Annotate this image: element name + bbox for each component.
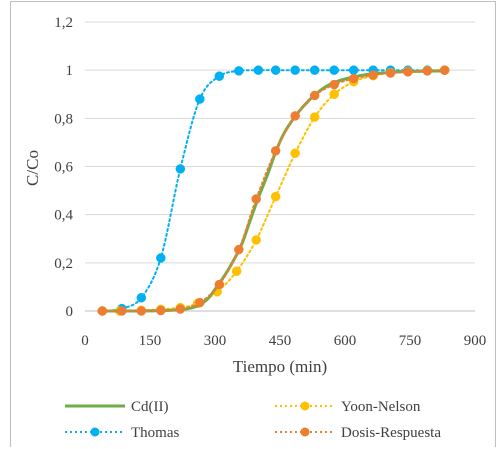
data-point-dosis-respuesta (234, 244, 244, 255)
y-tick-label: 0,6 (54, 160, 73, 176)
data-point-thomas (329, 65, 339, 75)
series-line-yoon-nelson (101, 69, 446, 313)
data-point-dosis-respuesta (403, 67, 413, 77)
data-point-thomas (175, 164, 186, 174)
data-point-thomas (270, 65, 281, 75)
data-point-yoon-nelson (231, 266, 242, 277)
data-point-dosis-respuesta (422, 66, 433, 76)
data-point-dosis-respuesta (329, 79, 339, 90)
legend-label-dosis-respuesta: Dosis-Respuesta (341, 425, 441, 441)
chart-frame (10, 1, 496, 447)
y-tick-label: 0 (66, 304, 74, 320)
data-point-dosis-respuesta (136, 306, 147, 316)
data-point-dosis-respuesta (97, 306, 108, 316)
data-point-yoon-nelson (309, 112, 320, 122)
data-point-thomas (136, 293, 147, 303)
legend-label-thomas: Thomas (131, 425, 179, 441)
legend-marker-dosis-respuesta (300, 427, 310, 437)
legend-label-cd-ii: Cd(II) (131, 399, 169, 415)
data-point-yoon-nelson (290, 148, 300, 159)
series-line-dosis-respuesta (101, 69, 446, 313)
data-point-thomas (195, 94, 205, 104)
y-axis-title: C/Co (23, 150, 42, 186)
series-line-thomas (101, 69, 446, 312)
y-tick-label: 1,2 (54, 15, 73, 31)
data-point-thomas (234, 66, 244, 76)
data-point-thomas (290, 65, 300, 75)
data-point-dosis-respuesta (214, 279, 225, 290)
data-point-dosis-respuesta (348, 73, 359, 84)
data-point-thomas (348, 65, 359, 75)
data-point-dosis-respuesta (439, 65, 450, 75)
x-tick-label: 900 (464, 333, 487, 349)
data-point-dosis-respuesta (175, 304, 186, 314)
data-point-dosis-respuesta (368, 70, 378, 80)
legend-marker-yoon-nelson (300, 401, 310, 411)
data-point-dosis-respuesta (309, 90, 320, 101)
data-point-dosis-respuesta (290, 111, 300, 121)
data-point-dosis-respuesta (251, 194, 261, 204)
x-tick-label: 600 (334, 333, 357, 349)
x-tick-label: 0 (81, 333, 89, 349)
data-point-dosis-respuesta (385, 68, 396, 78)
data-point-dosis-respuesta (195, 297, 205, 308)
data-point-yoon-nelson (270, 191, 281, 202)
data-point-thomas (214, 71, 225, 81)
axes: 0 0,2 0,4 0,6 0,8 1 1,2 0 150 300 450 600 750 900 (54, 15, 486, 349)
legend-label-yoon-nelson: Yoon-Nelson (341, 399, 421, 415)
y-tick-label: 0,4 (54, 208, 73, 224)
data-point-thomas (309, 65, 320, 75)
data-point-thomas (253, 65, 264, 75)
plot-area (97, 65, 450, 316)
data-point-yoon-nelson (329, 89, 339, 99)
series-line-cd-ii (100, 69, 447, 313)
data-point-dosis-respuesta (117, 306, 127, 316)
legend: Cd(II) Yoon-Nelson Thomas Dosis-Respuesta (65, 399, 441, 441)
x-tick-label: 450 (269, 333, 292, 349)
data-point-yoon-nelson (251, 235, 261, 245)
legend-marker-thomas (90, 427, 100, 437)
x-tick-label: 300 (204, 333, 227, 349)
data-point-thomas (156, 253, 166, 263)
x-axis-title: Tiempo (min) (233, 357, 327, 376)
data-point-dosis-respuesta (156, 305, 166, 316)
y-tick-label: 0,2 (54, 256, 73, 272)
y-tick-label: 0,8 (54, 111, 73, 127)
y-tick-label: 1 (66, 63, 74, 79)
data-point-dosis-respuesta (270, 146, 281, 156)
x-tick-label: 150 (139, 333, 162, 349)
x-tick-label: 750 (399, 333, 422, 349)
